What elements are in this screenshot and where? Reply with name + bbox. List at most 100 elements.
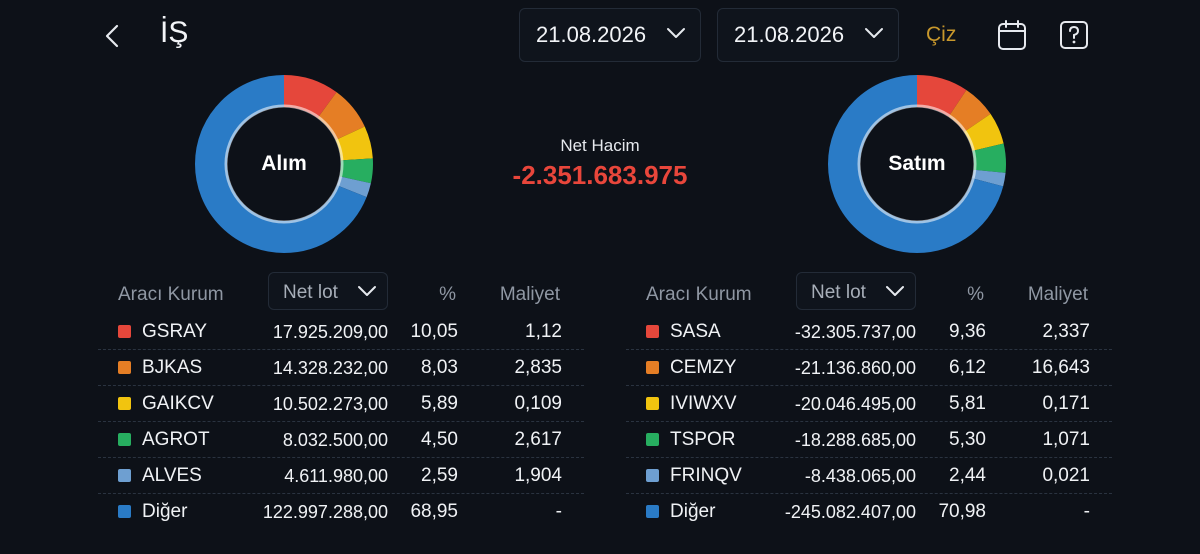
page-title: İŞ <box>160 16 189 49</box>
broker-name[interactable]: ALVES <box>142 465 202 486</box>
legend-swatch <box>118 361 131 374</box>
broker-name[interactable]: GAIKCV <box>142 393 214 414</box>
back-button[interactable] <box>98 20 126 52</box>
buy-donut-chart <box>195 75 373 253</box>
net-lot-value: -32.305.737,00 <box>794 322 916 342</box>
draw-button[interactable]: Çiz <box>926 23 957 46</box>
donut-inner-ring <box>224 104 344 224</box>
table-header: Aracı Kurum Net lot % Maliyet <box>626 270 1112 314</box>
donut-slice <box>195 75 373 253</box>
table-row[interactable]: FRINQV -8.438.065,00 2,44 0,021 <box>626 458 1112 494</box>
legend-swatch <box>118 433 131 446</box>
cost-value: - <box>555 501 562 522</box>
col-cost-header: Maliyet <box>499 284 560 305</box>
net-lot-value: 8.032.500,00 <box>282 430 388 450</box>
broker-name[interactable]: AGROT <box>142 429 210 450</box>
table-row[interactable]: CEMZY -21.136.860,00 6,12 16,643 <box>626 350 1112 386</box>
calendar-button[interactable] <box>996 18 1028 52</box>
percent-value: 4,50 <box>421 429 458 450</box>
donut-hole <box>861 108 973 220</box>
cost-value: 16,643 <box>1031 357 1090 378</box>
net-lot-value: -245.082.407,00 <box>784 502 916 522</box>
sell-table: Aracı Kurum Net lot % Maliyet SASA -32.30… <box>626 270 1112 529</box>
calendar-icon <box>998 20 1026 50</box>
net-lot-value: 10.502.273,00 <box>272 394 388 414</box>
lot-type-selector[interactable]: Net lot <box>268 272 388 310</box>
date-to-value: 21.08.2026 <box>734 22 845 47</box>
cost-value: 2,617 <box>514 429 562 450</box>
net-lot-value: 122.997.288,00 <box>262 502 388 522</box>
legend-swatch <box>646 505 659 518</box>
net-lot-value: -21.136.860,00 <box>794 358 916 378</box>
table-header: Aracı Kurum Net lot % Maliyet <box>98 270 584 314</box>
broker-name[interactable]: CEMZY <box>670 357 737 378</box>
lot-type-value: Net lot <box>811 282 866 303</box>
col-pct-header: % <box>439 284 456 305</box>
legend-swatch <box>646 361 659 374</box>
help-icon <box>1060 21 1088 49</box>
table-row[interactable]: GAIKCV 10.502.273,00 5,89 0,109 <box>98 386 584 422</box>
date-to-picker[interactable]: 21.08.2026 <box>717 8 899 62</box>
table-row[interactable]: AGROT 8.032.500,00 4,50 2,617 <box>98 422 584 458</box>
net-lot-value: 4.611.980,00 <box>284 466 388 486</box>
table-row[interactable]: Diğer 122.997.288,00 68,95 - <box>98 494 584 529</box>
cost-value: 0,021 <box>1042 465 1090 486</box>
table-row[interactable]: IVIWXV -20.046.495,00 5,81 0,171 <box>626 386 1112 422</box>
percent-value: 2,44 <box>949 465 986 486</box>
cost-value: 1,12 <box>525 321 562 342</box>
legend-swatch <box>118 325 131 338</box>
sell-donut-chart <box>828 75 1006 253</box>
table-row[interactable]: GSRAY 17.925.209,00 10,05 1,12 <box>98 314 584 350</box>
broker-name[interactable]: FRINQV <box>670 465 742 486</box>
chevron-down-icon <box>886 286 904 296</box>
percent-value: 8,03 <box>421 357 458 378</box>
help-button[interactable] <box>1058 18 1090 52</box>
percent-value: 5,89 <box>421 393 458 414</box>
percent-value: 10,05 <box>410 321 458 342</box>
col-broker-header: Aracı Kurum <box>118 284 224 305</box>
percent-value: 5,30 <box>949 429 986 450</box>
col-broker-header: Aracı Kurum <box>646 284 752 305</box>
table-row[interactable]: ALVES 4.611.980,00 2,59 1,904 <box>98 458 584 494</box>
broker-name[interactable]: Diğer <box>670 501 716 522</box>
chevron-down-icon <box>358 286 376 296</box>
net-volume-value: -2.351.683.975 <box>512 160 688 190</box>
donut-hole <box>228 108 340 220</box>
legend-swatch <box>646 433 659 446</box>
col-pct-header: % <box>967 284 984 305</box>
percent-value: 68,95 <box>410 501 458 522</box>
cost-value: - <box>1083 501 1090 522</box>
cost-value: 2,337 <box>1042 321 1090 342</box>
percent-value: 5,81 <box>949 393 986 414</box>
cost-value: 1,904 <box>514 465 562 486</box>
broker-name[interactable]: BJKAS <box>142 357 203 378</box>
legend-swatch <box>118 469 131 482</box>
table-row[interactable]: TSPOR -18.288.685,00 5,30 1,071 <box>626 422 1112 458</box>
broker-name[interactable]: SASA <box>670 321 721 342</box>
legend-swatch <box>118 505 131 518</box>
broker-name[interactable]: IVIWXV <box>670 393 737 414</box>
date-from-picker[interactable]: 21.08.2026 <box>519 8 701 62</box>
legend-swatch <box>646 397 659 410</box>
net-lot-value: -18.288.685,00 <box>794 430 916 450</box>
buy-table: Aracı Kurum Net lot % Maliyet GSRAY 17.92… <box>98 270 584 529</box>
legend-swatch <box>118 397 131 410</box>
table-row[interactable]: BJKAS 14.328.232,00 8,03 2,835 <box>98 350 584 386</box>
percent-value: 6,12 <box>949 357 986 378</box>
broker-name[interactable]: GSRAY <box>142 321 208 342</box>
percent-value: 2,59 <box>421 465 458 486</box>
donut-slice <box>828 75 1006 253</box>
legend-swatch <box>646 469 659 482</box>
broker-name[interactable]: TSPOR <box>670 429 736 450</box>
col-cost-header: Maliyet <box>1027 284 1088 305</box>
chevron-down-icon <box>667 28 685 38</box>
net-lot-value: -20.046.495,00 <box>794 394 916 414</box>
percent-value: 9,36 <box>949 321 986 342</box>
table-row[interactable]: SASA -32.305.737,00 9,36 2,337 <box>626 314 1112 350</box>
net-lot-value: 17.925.209,00 <box>272 322 388 342</box>
sell-donut-label: Satım <box>888 152 946 175</box>
broker-name[interactable]: Diğer <box>142 501 188 522</box>
back-icon <box>105 24 119 48</box>
table-row[interactable]: Diğer -245.082.407,00 70,98 - <box>626 494 1112 529</box>
lot-type-selector[interactable]: Net lot <box>796 272 916 310</box>
